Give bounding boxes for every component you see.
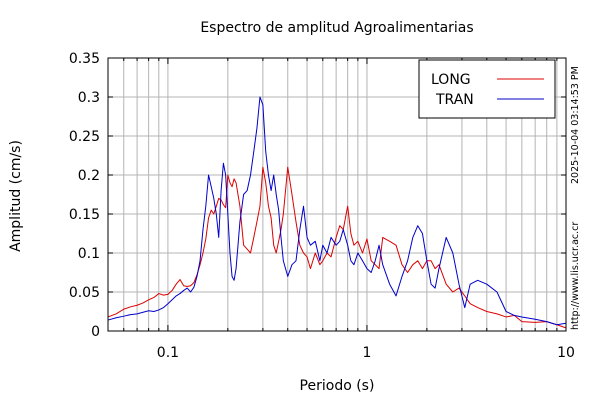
axis-ticks: 0 0.05 0.1 0.15 0.2 0.25 0.3 0.35 0.1 1 10: [69, 51, 575, 361]
x-tick-label: 1: [362, 345, 371, 361]
source-url-label: http://www.lis.ucr.ac.cr: [570, 222, 581, 330]
x-axis-label: Periodo (s): [300, 378, 375, 394]
y-tick-label: 0.1: [78, 246, 100, 262]
plot-frame: [107, 57, 567, 332]
y-tick-label: 0.05: [69, 285, 100, 301]
y-tick-label: 0: [91, 324, 100, 340]
legend-label-long: LONG: [431, 72, 471, 88]
chart-title: Espectro de amplitud Agroalimentarias: [200, 20, 473, 36]
y-tick-label: 0.15: [69, 207, 100, 223]
y-tick-label: 0.25: [69, 129, 100, 145]
legend: LONG TRAN: [418, 59, 556, 119]
series-lines: [107, 96, 567, 329]
series-line-tran: [107, 96, 567, 326]
x-tick-label: 10: [557, 345, 575, 361]
timestamp-label: 2025-10-04 03:14:53 PM: [570, 66, 581, 184]
y-axis-label: Amplitud (cm/s): [8, 140, 24, 252]
y-tick-label: 0.3: [78, 90, 100, 106]
series-line-long: [107, 166, 567, 329]
x-tick-label: 0.1: [157, 345, 179, 361]
legend-label-tran: TRAN: [435, 92, 474, 108]
y-tick-label: 0.35: [69, 51, 100, 67]
grid: [107, 57, 567, 332]
legend-box: [418, 59, 556, 119]
y-tick-label: 0.2: [78, 168, 100, 184]
